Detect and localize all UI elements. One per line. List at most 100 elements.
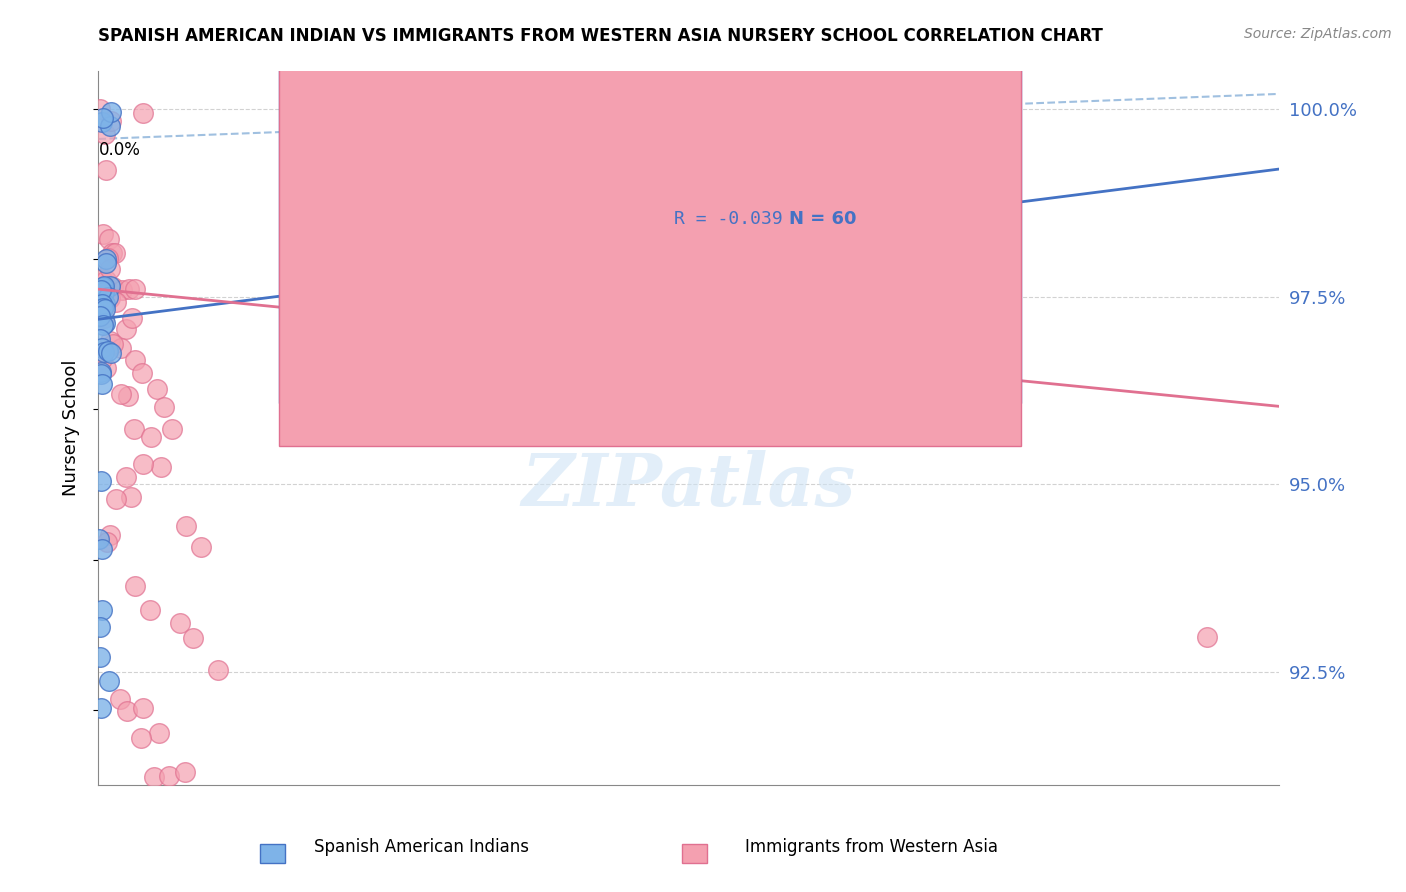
Point (98, 334, 121, 348)
FancyBboxPatch shape (280, 0, 1021, 446)
Point (110, 387, 132, 401)
Point (94, 302, 117, 317)
Point (90, 296, 112, 310)
Point (118, 282, 141, 296)
Point (96, 252, 118, 266)
Point (90, 283, 112, 297)
Point (96, 273, 118, 287)
Point (174, 519, 197, 533)
Point (103, 337, 125, 351)
Text: Source: ZipAtlas.com: Source: ZipAtlas.com (1244, 27, 1392, 41)
Point (129, 731, 152, 746)
Point (98, 291, 121, 305)
Point (97, 290, 120, 304)
Point (90, 542, 112, 557)
Point (174, 764, 197, 779)
Point (139, 430, 162, 444)
Point (89, 533, 111, 547)
Bar (260, 844, 285, 863)
Point (104, 492, 127, 507)
Point (100, 105, 122, 120)
Point (100, 114, 122, 128)
Point (94, 297, 117, 311)
Point (89, 620, 111, 634)
FancyBboxPatch shape (612, 150, 896, 257)
Point (90, 474, 112, 488)
Point (169, 615, 191, 630)
Text: 0.0%: 0.0% (98, 141, 141, 160)
Point (89, 103, 111, 117)
Y-axis label: Nursery School: Nursery School (62, 359, 80, 497)
Point (89, 650, 111, 665)
Point (110, 341, 132, 355)
Text: N = 35: N = 35 (789, 168, 856, 186)
Point (90, 603, 112, 617)
Point (91, 272, 114, 286)
Point (117, 704, 139, 718)
Point (190, 541, 212, 555)
Point (94, 127, 117, 141)
Point (132, 457, 155, 471)
Point (181, 631, 204, 645)
FancyBboxPatch shape (280, 0, 1021, 403)
Point (90, 352, 112, 367)
Point (114, 322, 136, 336)
Point (100, 261, 122, 276)
Point (98, 527, 121, 541)
Point (139, 603, 162, 617)
Point (90, 700, 112, 714)
Point (1197, 630, 1219, 644)
Text: Immigrants from Western Asia: Immigrants from Western Asia (745, 838, 998, 856)
Point (91, 227, 114, 242)
Point (124, 579, 146, 593)
Bar (682, 844, 707, 863)
Point (108, 691, 131, 706)
Point (91, 377, 114, 392)
Point (124, 282, 146, 296)
Point (89, 332, 111, 346)
Point (94, 316, 117, 330)
Point (207, 664, 229, 678)
Point (98, 278, 121, 293)
Point (160, 422, 183, 436)
Point (115, 470, 138, 484)
Point (101, 280, 124, 294)
Point (104, 294, 127, 309)
Point (93, 344, 115, 359)
Point (150, 459, 173, 474)
Point (148, 726, 170, 740)
Point (132, 701, 155, 715)
Point (90, 341, 112, 355)
Point (90, 368, 112, 382)
Point (90, 364, 112, 378)
Point (121, 311, 143, 326)
Text: Spanish American Indians: Spanish American Indians (315, 838, 529, 856)
Point (159, 769, 181, 783)
Point (98, 119, 121, 133)
Point (142, 770, 165, 784)
Point (131, 367, 153, 381)
Point (132, 106, 155, 120)
Point (91, 111, 114, 125)
Point (97, 674, 120, 689)
Point (91, 318, 114, 333)
Point (93, 310, 115, 325)
Text: ZIPatlas: ZIPatlas (522, 450, 856, 521)
Point (89, 309, 111, 323)
Point (94, 162, 117, 177)
Point (117, 389, 139, 403)
Point (93, 278, 115, 293)
Point (146, 382, 169, 396)
Point (100, 346, 122, 360)
Point (120, 491, 142, 505)
Point (152, 401, 174, 415)
Point (93, 280, 115, 294)
Point (101, 246, 124, 260)
Point (91, 301, 114, 316)
Point (97, 344, 120, 359)
Point (104, 246, 127, 260)
Point (111, 284, 134, 298)
Point (94, 256, 117, 270)
Point (91, 115, 114, 129)
Point (97, 232, 120, 246)
